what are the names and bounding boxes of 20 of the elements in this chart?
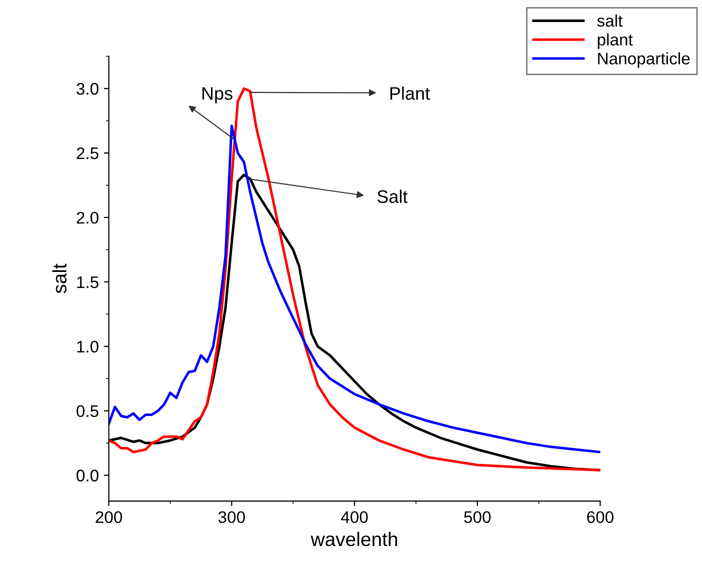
y-tick-label: 1.5 [77, 276, 98, 288]
legend-label: salt [597, 14, 623, 27]
y-tick-label: 2.5 [76, 147, 98, 160]
x-tick-label: 400 [340, 511, 368, 524]
x-tick-label: 500 [464, 511, 491, 524]
x-tick-label: 300 [218, 511, 245, 524]
legend-label: plant [598, 33, 633, 49]
legend-label: Nanoparticle [598, 52, 690, 68]
y-axis-title: salt [52, 264, 67, 294]
annotation: Nps [202, 87, 232, 104]
x-tick-label: 200 [96, 511, 122, 524]
annotation: Plant [390, 86, 430, 100]
y-tick-label: 0.0 [76, 470, 98, 482]
y-tick-label: 2.0 [76, 212, 98, 224]
y-tick-label: 1.0 [77, 340, 98, 353]
annotation: Salt [377, 190, 408, 204]
y-tick-label: 0.5 [76, 405, 98, 418]
x-axis-title: wavelenth [310, 532, 398, 546]
x-tick-label: 600 [587, 511, 614, 524]
y-tick-label: 3.0 [76, 82, 98, 95]
